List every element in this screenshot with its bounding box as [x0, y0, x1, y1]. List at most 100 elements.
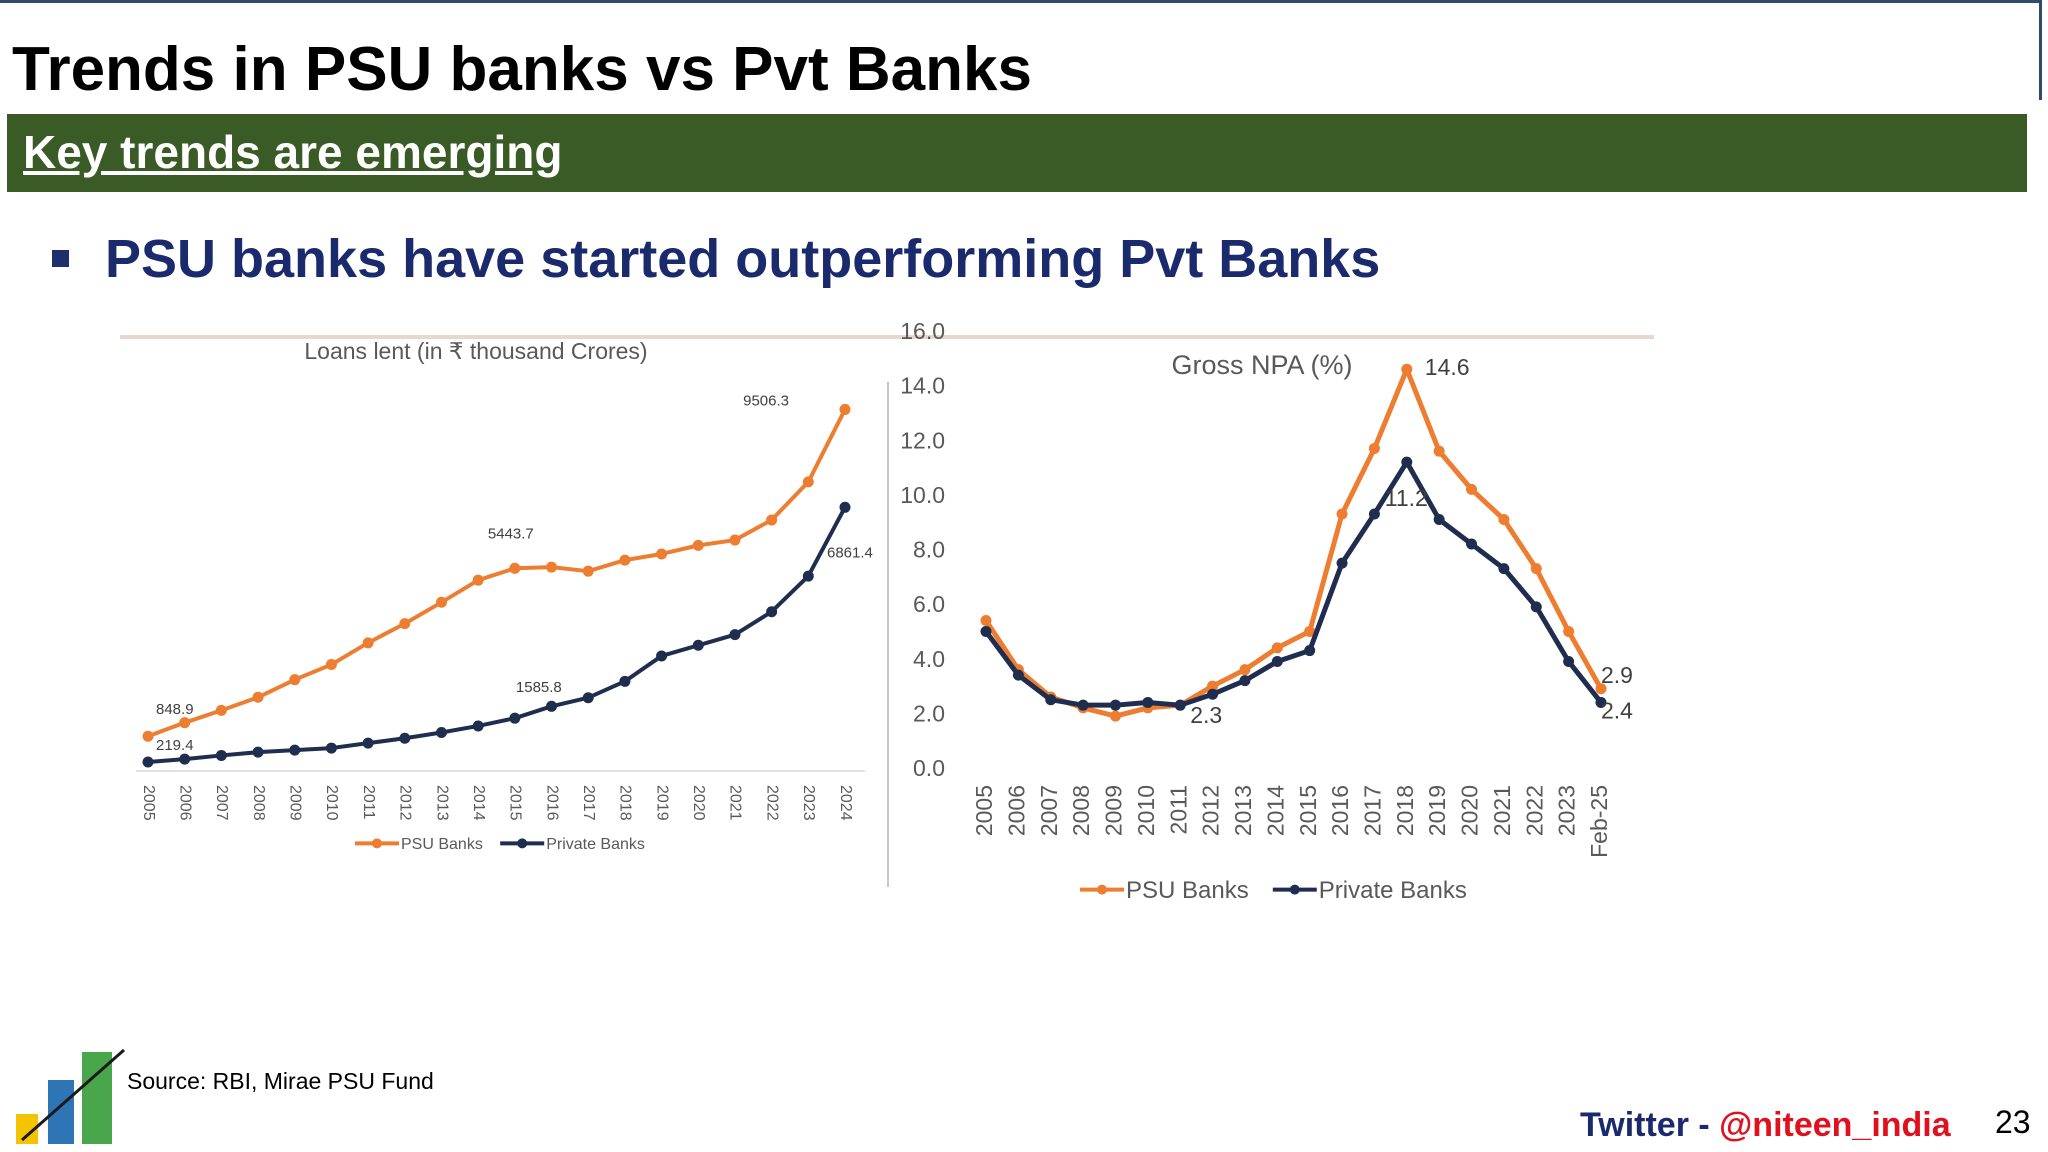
x-tick-label: 2016 [543, 785, 560, 821]
data-point [1498, 513, 1510, 525]
legend-marker [517, 838, 528, 849]
twitter-label: Twitter - [1580, 1106, 1720, 1144]
data-label: 5443.7 [488, 525, 534, 542]
data-point [1433, 513, 1445, 525]
data-point [509, 562, 521, 574]
data-label: 848.9 [156, 701, 194, 718]
x-tick-label: 2015 [507, 785, 524, 821]
data-point [766, 514, 778, 526]
data-label: 11.2 [1385, 485, 1428, 511]
data-point [215, 704, 227, 716]
data-point [142, 756, 154, 768]
data-point [1174, 699, 1186, 711]
data-point [1595, 683, 1607, 695]
data-point [1336, 508, 1348, 520]
data-point [362, 637, 374, 649]
top-frame [0, 0, 2042, 100]
y-tick-label: 12.0 [900, 427, 945, 453]
y-tick-label: 2.0 [913, 700, 945, 726]
data-point [179, 753, 191, 765]
data-point [656, 650, 668, 662]
data-point [1401, 456, 1413, 468]
data-point [1304, 625, 1316, 637]
data-point [1498, 563, 1510, 575]
x-tick-label: 2008 [250, 785, 267, 821]
data-point [1466, 483, 1478, 495]
x-tick-label: 2021 [727, 785, 744, 821]
data-point [472, 574, 484, 586]
banner-text: Key trends are emerging [23, 126, 563, 178]
y-tick-label: 14.0 [900, 373, 945, 399]
x-tick-label: 2022 [1521, 785, 1547, 836]
y-tick-label: 4.0 [913, 646, 945, 672]
x-tick-label: 2009 [287, 785, 304, 821]
data-point [619, 675, 631, 687]
data-label: 6861.4 [827, 544, 873, 561]
legend-label: Private Banks [546, 836, 645, 853]
x-tick-label: 2005 [140, 785, 157, 821]
legend-marker [1289, 884, 1300, 895]
data-point [1530, 563, 1542, 575]
data-point [179, 717, 191, 729]
data-point [1530, 601, 1542, 613]
x-tick-label: 2018 [617, 785, 634, 821]
data-point [582, 692, 594, 704]
data-point [1239, 664, 1251, 676]
banner: Key trends are emerging [7, 114, 2027, 192]
data-point [1595, 696, 1607, 708]
data-point [802, 570, 814, 582]
x-tick-label: 2024 [837, 785, 854, 821]
x-tick-label: 2020 [690, 785, 707, 821]
data-point [546, 700, 558, 712]
x-tick-label: 2011 [360, 785, 377, 820]
data-point [362, 737, 374, 749]
data-point [1271, 642, 1283, 654]
x-tick-label: 2019 [1424, 785, 1450, 836]
legend-label: PSU Banks [1126, 877, 1249, 904]
x-tick-label: 2007 [213, 785, 230, 821]
x-tick-label: 2019 [653, 785, 670, 821]
data-point [1109, 710, 1121, 722]
x-tick-label: 2023 [1554, 785, 1580, 836]
x-tick-label: 2007 [1036, 785, 1062, 836]
data-point [289, 674, 301, 686]
data-point [802, 476, 814, 488]
source-note: Source: RBI, Mirae PSU Fund [127, 1068, 434, 1094]
data-point [1466, 538, 1478, 550]
x-tick-label: 2017 [580, 785, 597, 821]
data-point [729, 629, 741, 641]
x-tick-label: 2022 [763, 785, 780, 821]
x-tick-label: 2010 [1133, 785, 1159, 836]
data-point [1368, 508, 1380, 520]
data-label: 2.9 [1601, 662, 1633, 688]
data-point [1563, 625, 1575, 637]
data-point [980, 615, 992, 627]
x-tick-label: Feb-25 [1586, 785, 1612, 858]
data-point [839, 403, 851, 415]
x-tick-label: 2005 [971, 785, 997, 836]
x-tick-label: 2023 [800, 785, 817, 821]
x-tick-label: 2014 [1262, 785, 1288, 836]
x-tick-label: 2021 [1489, 785, 1515, 836]
data-point [1433, 445, 1445, 457]
npa-chart: Gross NPA (%) 0.0 2.0 4.0 6.0 8.0 10.0 12.0 14.0… [900, 318, 1633, 904]
data-point [1207, 688, 1219, 700]
y-tick-label: 0.0 [913, 755, 945, 781]
series-line [983, 366, 1604, 719]
x-tick-label: 2011 [1165, 785, 1191, 834]
data-label: 219.4 [156, 737, 194, 754]
data-point [839, 501, 851, 513]
x-tick-label: 2008 [1068, 785, 1094, 836]
loans-chart: Loans lent (in ₹ thousand Crores) 2005 200… [136, 338, 873, 853]
data-point [1077, 699, 1089, 711]
twitter-handle[interactable]: @niteen_india [1719, 1106, 1951, 1144]
data-point [435, 596, 447, 608]
data-point [1239, 675, 1251, 687]
x-tick-label: 2014 [470, 785, 487, 821]
series-line [147, 408, 847, 739]
x-tick-label: 2012 [397, 785, 414, 821]
series-line [983, 459, 1603, 708]
y-tick-label: 16.0 [900, 318, 945, 344]
data-point [729, 534, 741, 546]
